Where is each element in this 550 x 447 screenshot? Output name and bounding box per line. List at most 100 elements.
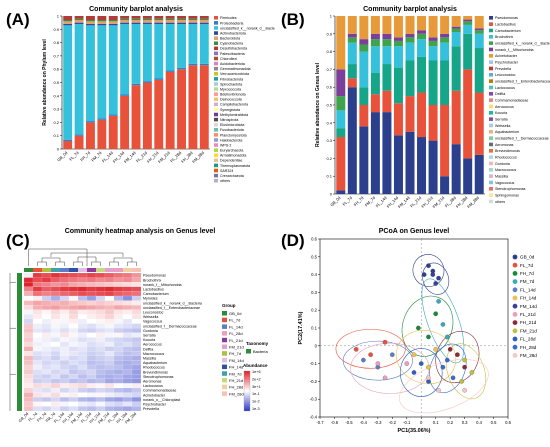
c-heatmap-cell (50, 383, 61, 389)
a-legend-label: others (220, 179, 230, 183)
c-dendrogram-branch (55, 261, 65, 266)
c-heatmap-cell (50, 305, 61, 310)
b-legend-swatch (489, 73, 493, 77)
a-bar-segment (120, 16, 130, 19)
c-heatmap-cell (68, 360, 79, 366)
b-bar-segment (440, 176, 450, 194)
b-legend-swatch (489, 123, 493, 128)
c-heatmap-cell (50, 364, 61, 370)
c-heatmap-cell (50, 355, 61, 361)
d-y-tick-label: -0.2 (310, 379, 318, 384)
c-heatmap-cell (122, 272, 133, 278)
c-heatmap-cell (50, 272, 61, 278)
a-bar-segment (86, 21, 95, 24)
c-heatmap-cell (68, 341, 79, 347)
c-heatmap-cell (131, 300, 142, 306)
a-bar-segment (165, 16, 175, 19)
d-scatter-point (426, 334, 431, 340)
c-heatmap-cell (32, 406, 43, 412)
c-heatmap-cell (41, 305, 52, 310)
b-bar-segment (474, 28, 484, 31)
b-legend-swatch (489, 16, 493, 20)
b-bar-segment (428, 60, 438, 105)
d-scatter-point (404, 361, 410, 366)
a-bar-segment (199, 18, 209, 20)
d-scatter-point (382, 375, 388, 381)
c-heatmap-cell (59, 300, 70, 306)
c-row-label: norank_o__Chloroplast (143, 398, 180, 402)
a-legend-label: Methylomirabilota (220, 113, 248, 117)
c-heatmap-cell (77, 286, 88, 292)
c-abundance-tick-label: 1e-1 (252, 392, 260, 396)
d-scatter-point (462, 364, 467, 370)
a-legend-swatch (214, 82, 218, 86)
c-heatmap-cell (86, 300, 97, 306)
c-heatmap-cell (68, 346, 79, 352)
c-heatmap-cell (59, 341, 70, 347)
c-heatmap-cell (77, 387, 88, 393)
a-legend-label: Proteobacteria (220, 21, 243, 25)
c-heatmap-cell (68, 355, 79, 361)
c-group-legend-swatch (222, 337, 227, 343)
c-heatmap-cell (131, 295, 142, 301)
c-heatmap-cell (131, 332, 142, 338)
a-legend-swatch (214, 178, 218, 183)
a-bar-segment (165, 18, 175, 20)
c-heatmap-cell (41, 314, 52, 320)
c-heatmap-cell (131, 383, 142, 389)
c-heatmap-cell (59, 323, 70, 329)
c-taxonomy-legend-swatch (246, 349, 251, 354)
c-heatmap-cell (77, 346, 88, 352)
c-group-legend-swatch (222, 378, 227, 383)
a-legend-swatch (214, 153, 218, 158)
a-legend-swatch (214, 138, 218, 142)
b-bar-segment (474, 48, 484, 93)
c-heatmap-cell (113, 314, 124, 320)
d-legend-label: GB_0d (520, 255, 535, 260)
c-row-label: Commamonadaceae (143, 389, 176, 393)
a-bar-segment (74, 16, 84, 19)
a-legend-swatch (214, 41, 218, 46)
c-heatmap-cell (86, 374, 97, 379)
c-heatmap-cell (41, 337, 52, 343)
d-scatter-point (353, 347, 359, 352)
b-bar-segment (347, 33, 357, 38)
b-y-tick-label: 0.5 (326, 103, 332, 108)
c-heatmap-cell (122, 346, 133, 352)
a-legend-swatch (214, 36, 218, 40)
c-heatmap-cell (113, 392, 124, 398)
d-legend-marker (512, 353, 518, 358)
c-heatmap-cell (41, 295, 52, 301)
b-bar-segment (336, 128, 346, 138)
a-bar-segment (177, 23, 186, 68)
c-group-legend-swatch (222, 324, 227, 329)
c-heatmap-cell (104, 272, 115, 278)
c-heatmap-cell (23, 351, 34, 356)
c-group-legend-swatch (222, 331, 227, 336)
b-bar-segment (393, 103, 403, 136)
a-bar-segment (86, 121, 95, 123)
c-group-legend-label: FL_7d (229, 318, 240, 323)
c-heatmap-cell (113, 295, 124, 301)
c-heatmap-cell (77, 309, 88, 315)
c-heatmap-cell (113, 397, 124, 402)
c-heatmap-cell (86, 397, 97, 402)
b-bar-segment (382, 33, 392, 40)
c-heatmap-cell (77, 272, 88, 278)
a-legend-label: Campilobacterota (220, 103, 248, 107)
c-heatmap-cell (68, 305, 79, 310)
b-bar-segment (440, 42, 450, 61)
a-y-tick-label: 0.5 (53, 80, 59, 85)
c-heatmap-cell (50, 360, 61, 366)
barplot-phylum: Community barplot analysis 0 0.1 0.2 0.3 0.4 0… (42, 6, 279, 183)
b-legend-label: Kocuria (495, 111, 507, 115)
c-row-label: Psychrobacter (143, 402, 167, 406)
c-heatmap-cell (23, 341, 34, 347)
d-legend-label: FM_28d (520, 353, 537, 358)
a-bar-segment (86, 25, 95, 122)
b-x-tick-label: GB_0d (329, 195, 341, 207)
c-heatmap-cell (59, 328, 70, 333)
c-heatmap-cell (23, 323, 34, 329)
a-bar-segment (142, 23, 152, 82)
c-group-strip-cell (87, 268, 96, 272)
